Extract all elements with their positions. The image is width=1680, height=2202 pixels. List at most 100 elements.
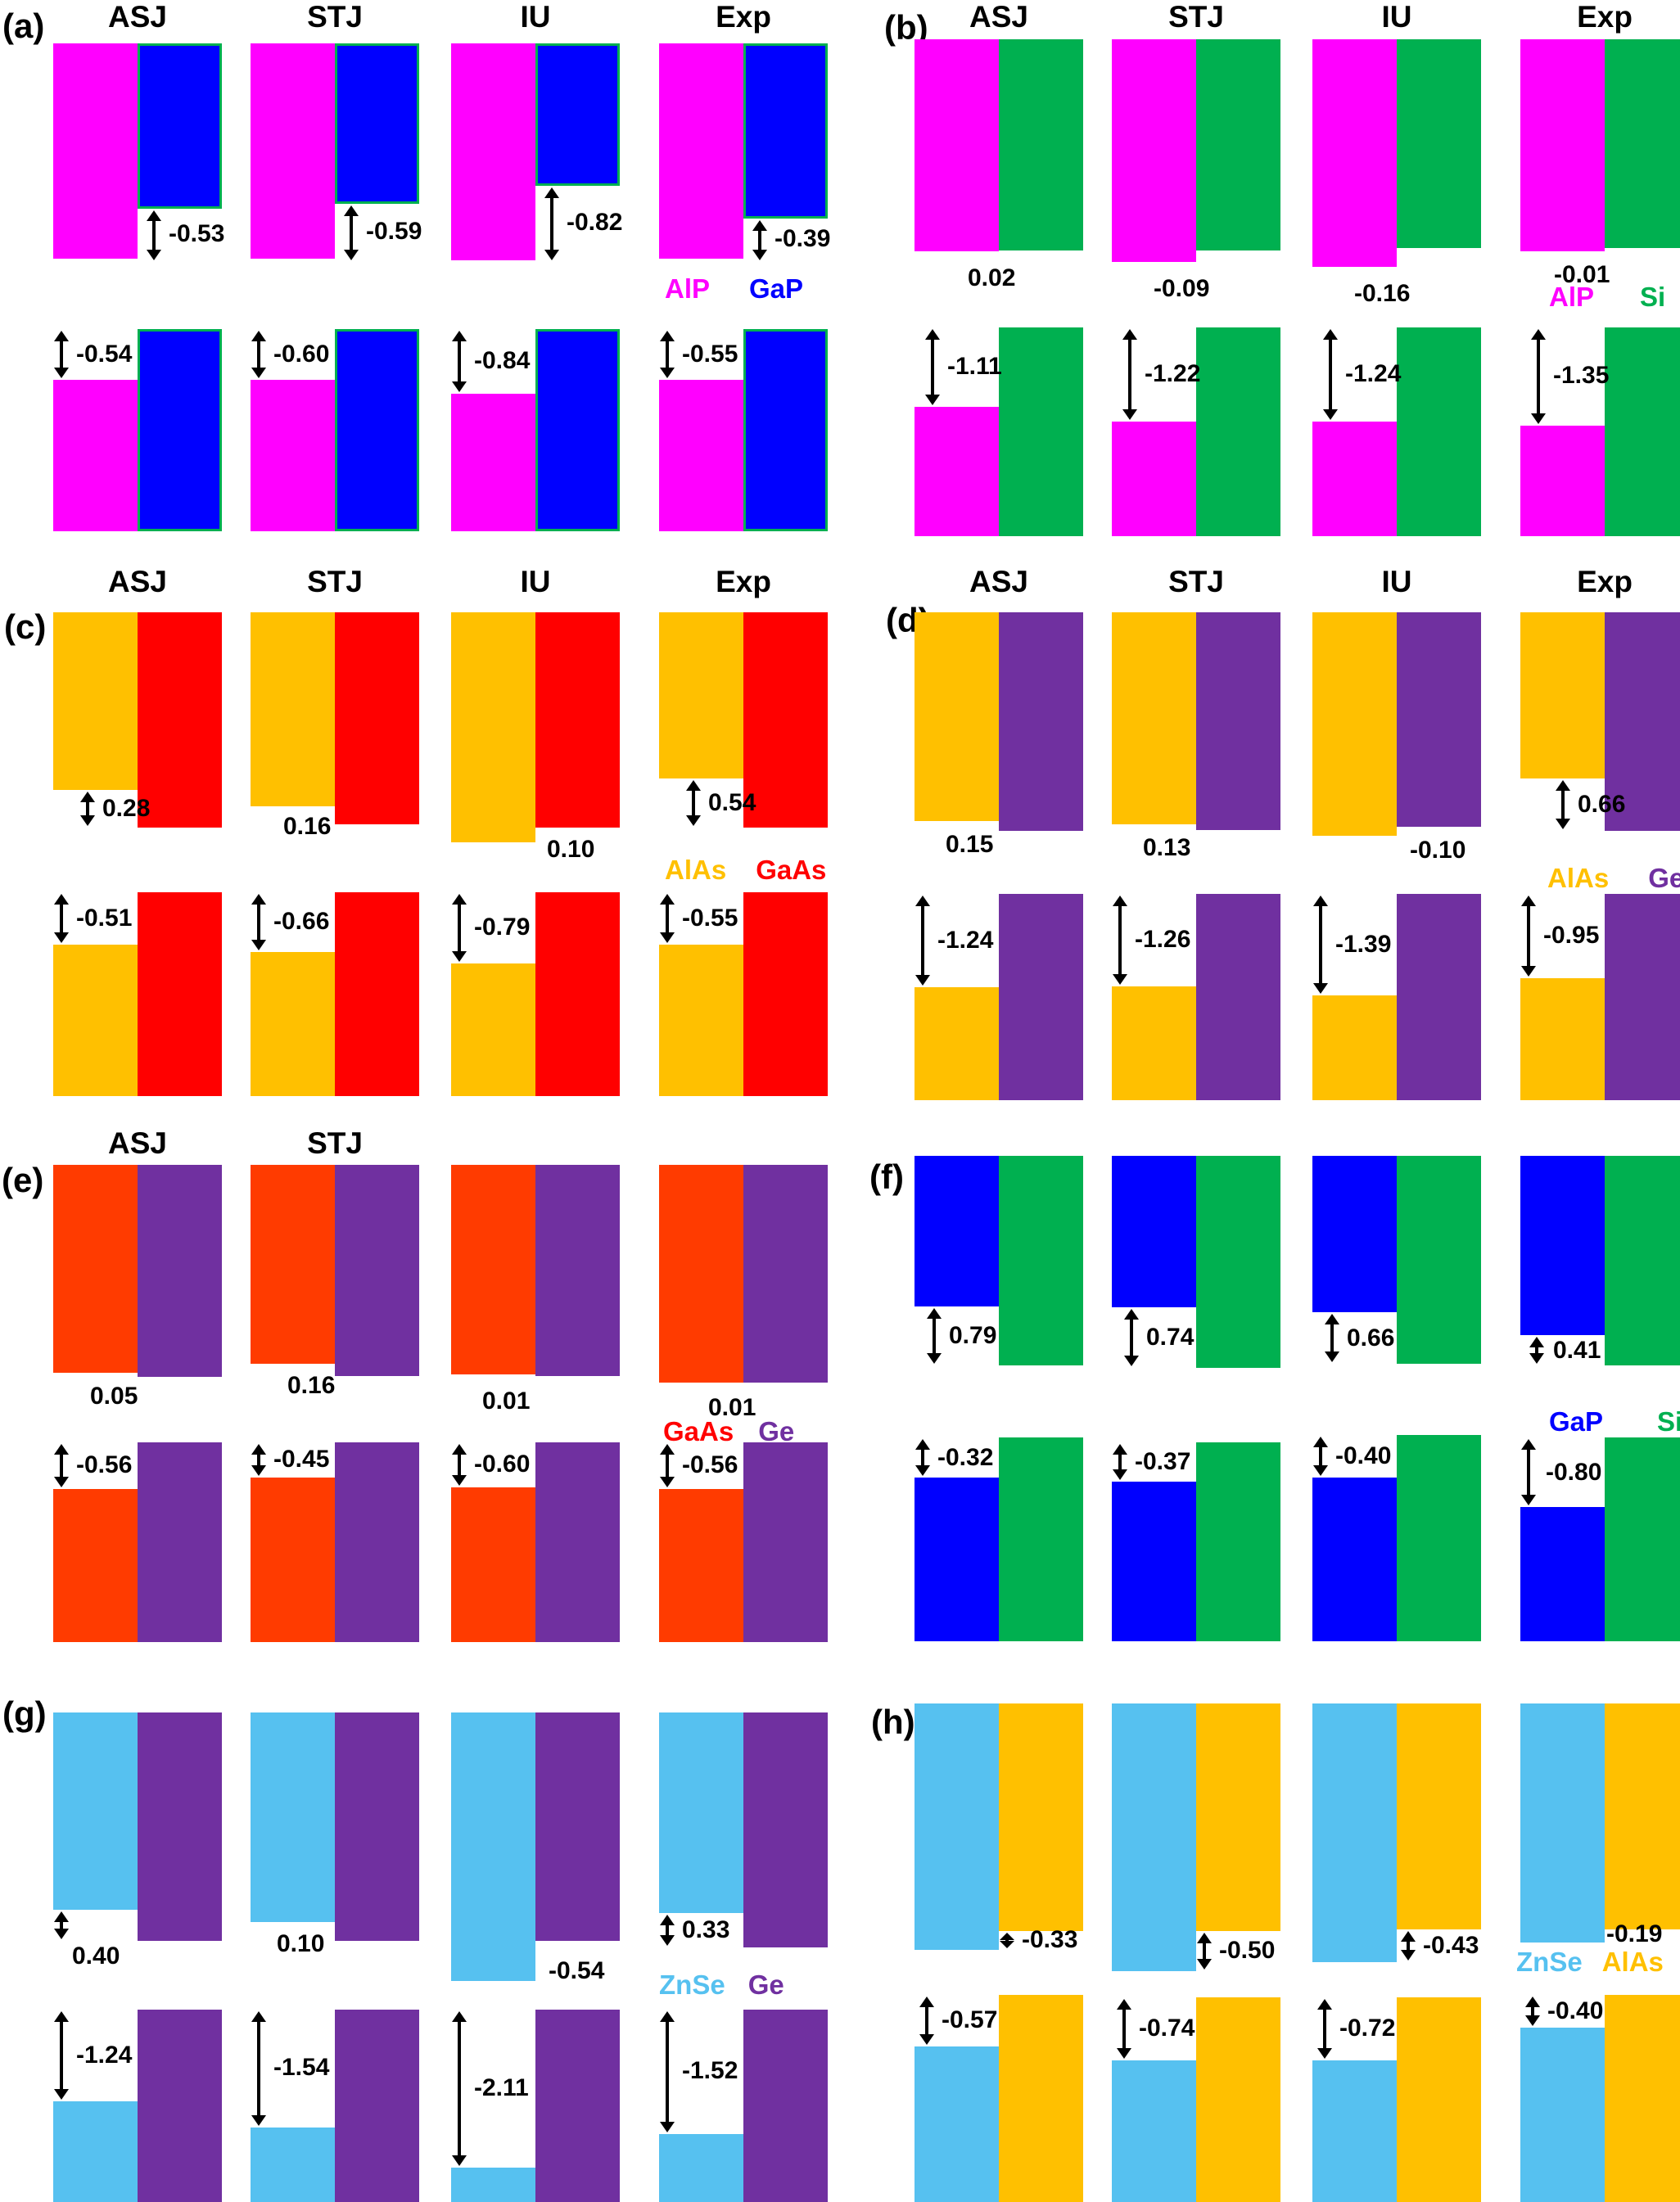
bar-gaas-bottom [659,1489,743,1642]
bar-znse-bottom [53,2101,138,2202]
panel-letter-f: (f) [869,1157,904,1196]
bar-alas-bottom [53,945,138,1096]
arrow-head-up-icon [915,896,930,906]
offset-arrow [1312,896,1330,994]
offset-value: 0.66 [1347,1324,1395,1351]
bar-ge-top [138,1165,222,1377]
column-header-iu: IU [1381,0,1412,34]
bar-znse-top [1520,1703,1605,1943]
offset-arrow [1312,1437,1330,1476]
arrow-head-up-icon [1401,1931,1416,1942]
arrow-head-up-icon [925,329,940,340]
arrow-line [1319,904,1322,986]
arrow-head-up-icon [1525,1997,1540,2007]
bar-si-bottom [1397,327,1481,536]
arrow-head-up-icon [1000,1933,1014,1940]
arrow-line [758,228,761,252]
arrow-head-down-icon [1525,2015,1540,2026]
arrow-head-down-icon [1113,1469,1127,1480]
arrow-head-up-icon [544,187,559,198]
arrow-head-up-icon [1531,329,1546,340]
bar-gap-bottom [138,329,222,531]
arrow-line [1561,788,1565,821]
offset-value: 0.16 [283,813,332,840]
bar-alp-bottom [659,380,743,531]
offset-arrow [1321,329,1339,420]
panel-b: (b) ASJ STJ IU Exp 0.02 -0.09 -0.16 -0.01 AlP Si -1… [861,0,1680,565]
bar-znse-top [53,1712,138,1910]
arrow-head-up-icon [660,1915,675,1925]
offset-arrow [250,1444,268,1476]
bar-alp-bottom [53,380,138,531]
arrow-line [1329,337,1332,412]
offset-arrow [1323,1314,1341,1362]
column-header-iu: IU [520,565,551,598]
offset-value: -0.54 [549,1957,605,1984]
bar-gap-bottom [1520,1507,1605,1641]
bar-alp-bottom [1112,422,1196,536]
bar-alas-top [1196,1703,1280,1931]
arrow-head-down-icon [544,250,559,260]
arrow-line [1203,1941,1206,1961]
legend: AlP GaP [665,273,803,304]
arrow-head-up-icon [660,1444,675,1455]
offset-arrow [250,894,268,950]
bar-gap-bottom [743,329,828,531]
offset-arrow [914,1439,932,1476]
offset-arrow [925,1308,943,1364]
arrow-head-down-icon [1325,1351,1339,1362]
arrow-head-up-icon [1124,1309,1139,1320]
bar-gaas-bottom [53,1489,138,1642]
bar-alas-bottom [1312,995,1397,1100]
arrow-line [152,219,156,252]
offset-value: 0.16 [287,1372,336,1399]
column-header-exp: Exp [1577,565,1633,598]
offset-value: 0.01 [482,1388,531,1415]
offset-value: -2.11 [474,2074,529,2101]
offset-value: -0.37 [1135,1448,1191,1475]
offset-value: 0.41 [1553,1337,1601,1364]
column-header-asj: ASJ [969,0,1028,34]
bar-znse-top [659,1712,743,1913]
arrow-head-up-icon [660,331,675,341]
arrow-head-down-icon [452,1475,467,1486]
bar-si-top [1605,1156,1680,1365]
legend-alas: AlAs [1547,863,1610,893]
column-header-asj: ASJ [108,565,167,598]
offset-arrow [52,1911,70,1939]
arrow-head-down-icon [54,368,69,378]
arrow-head-down-icon [251,368,266,378]
bar-ge-bottom [335,1442,419,1642]
offset-arrow [543,187,561,260]
offset-value: 0.28 [102,795,151,822]
legend: AlAs GaAs [665,855,826,885]
offset-arrow [1111,1444,1129,1480]
offset-value: -1.24 [937,927,994,954]
arrow-line [666,339,669,370]
arrow-head-up-icon [915,1439,930,1450]
bar-alas-top [659,612,743,778]
column-header-stj: STJ [1168,0,1224,34]
arrow-line [933,1316,936,1356]
legend: GaAs Ge [663,1417,794,1446]
panel-g: (g) 0.40 0.10 -0.54 0.33 ZnSe Ge -1.24 -1.54 -2.1… [0,1670,840,2202]
legend-ge: Ge [747,1970,784,2000]
bar-gaas-bottom [451,1487,535,1642]
panel-d: (d) ASJ STJ IU Exp 0.15 0.13 -0.10 0.66 AlAs Ge -1.… [861,565,1680,1130]
legend-alp: AlP [665,273,711,304]
arrow-head-up-icon [1521,1439,1536,1450]
column-header-stj: STJ [307,0,363,34]
arrow-line [931,337,934,397]
bar-gaas-top [335,612,419,824]
bar-alp-bottom [451,394,535,531]
bar-alas-bottom [1112,986,1196,1100]
arrow-line [1323,2007,1326,2051]
arrow-line [257,2019,260,2118]
arrow-head-down-icon [919,2034,934,2045]
offset-arrow [52,2011,70,2100]
offset-arrow [658,1444,676,1487]
arrow-head-up-icon [686,780,701,791]
bar-alp-top [915,39,999,251]
arrow-head-down-icon [660,932,675,943]
bar-ge-top [335,1712,419,1941]
